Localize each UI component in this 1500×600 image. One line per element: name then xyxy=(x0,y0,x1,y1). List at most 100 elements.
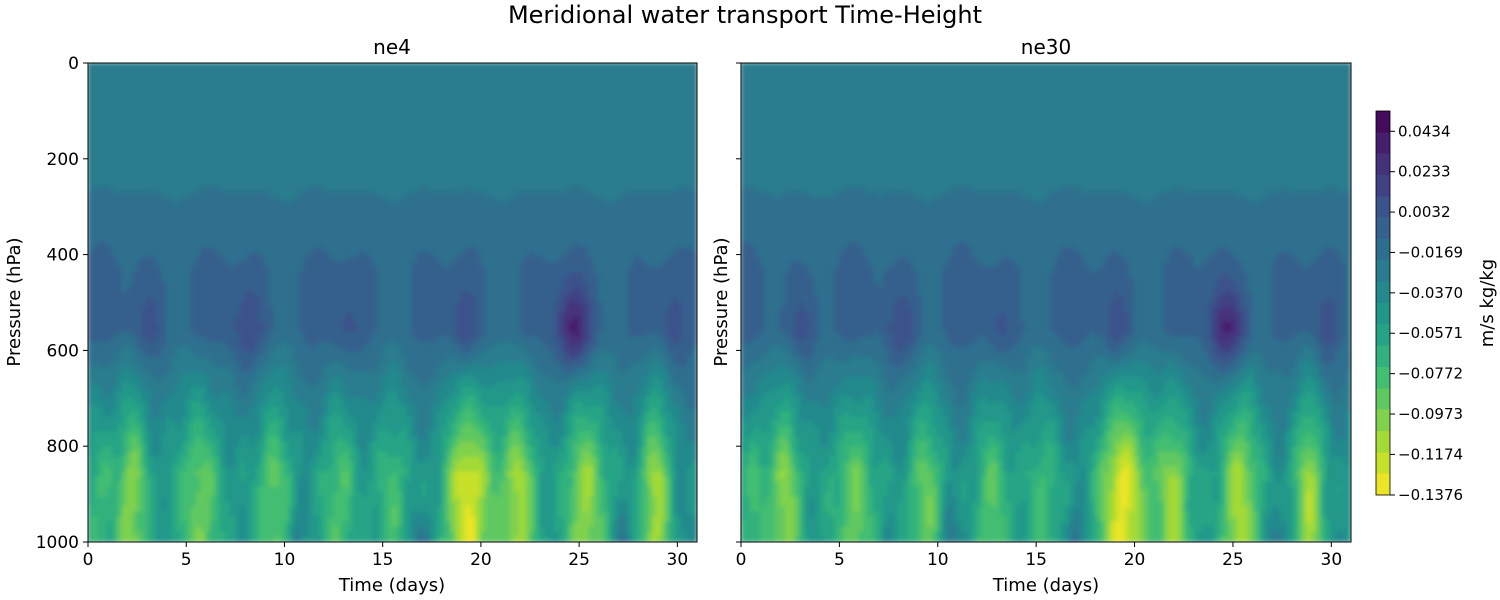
heatmap-cell xyxy=(475,177,482,184)
heatmap-cell xyxy=(436,152,443,159)
heatmap-cell xyxy=(367,142,374,149)
heatmap-cell xyxy=(426,112,433,119)
heatmap-cell xyxy=(603,92,610,99)
heatmap-cell xyxy=(215,63,222,69)
heatmap-cell xyxy=(249,77,256,84)
heatmap-cell xyxy=(593,132,600,139)
heatmap-cell xyxy=(549,87,556,94)
heatmap-cell xyxy=(578,167,585,174)
heatmap-cell xyxy=(357,63,364,69)
heatmap-cell xyxy=(269,72,276,79)
heatmap-cell xyxy=(278,92,286,99)
heatmap-cell xyxy=(431,72,438,79)
heatmap-cell xyxy=(372,137,379,144)
heatmap-cell xyxy=(293,137,300,144)
heatmap-cell xyxy=(524,177,531,184)
heatmap-cell xyxy=(495,157,502,164)
heatmap-cell xyxy=(367,112,374,119)
heatmap-cell xyxy=(666,82,674,89)
heatmap-cell xyxy=(608,102,615,109)
heatmap-cell xyxy=(504,137,511,144)
heatmap-cell xyxy=(588,172,595,179)
heatmap-cell xyxy=(141,107,148,114)
heatmap-cell xyxy=(151,92,158,99)
heatmap-cell xyxy=(686,177,693,184)
heatmap-cell xyxy=(539,162,546,169)
heatmap-cell xyxy=(647,97,654,104)
heatmap-cell xyxy=(632,132,639,139)
heatmap-cell xyxy=(224,72,232,79)
heatmap-cell xyxy=(666,127,674,134)
heatmap-cell xyxy=(367,132,374,139)
heatmap-cell xyxy=(269,162,276,169)
heatmap-cell xyxy=(229,117,236,124)
heatmap-cell xyxy=(485,107,492,114)
heatmap-cell xyxy=(455,167,462,174)
heatmap-cell xyxy=(278,122,286,129)
heatmap-cell xyxy=(323,87,330,94)
heatmap-cell xyxy=(190,107,197,114)
heatmap-cell xyxy=(391,182,399,189)
heatmap-cell xyxy=(391,92,399,99)
heatmap-cell xyxy=(524,102,531,109)
heatmap-cell xyxy=(180,97,187,104)
heatmap-cell xyxy=(190,197,197,204)
heatmap-cell xyxy=(357,157,364,164)
heatmap-cell xyxy=(278,162,286,169)
heatmap-cell xyxy=(318,67,325,74)
heatmap-cell xyxy=(195,137,202,144)
heatmap-cell xyxy=(200,187,207,194)
heatmap-cell xyxy=(588,102,595,109)
heatmap-cell xyxy=(499,177,507,184)
heatmap-cell xyxy=(146,127,153,134)
heatmap-cell xyxy=(161,187,168,194)
heatmap-cell xyxy=(391,112,399,119)
heatmap-cell xyxy=(161,162,168,169)
heatmap-cell xyxy=(652,167,659,174)
heatmap-cell xyxy=(382,192,389,199)
heatmap-cell xyxy=(671,63,678,69)
heatmap-cell xyxy=(92,137,99,144)
heatmap-cell xyxy=(337,152,344,159)
heatmap-cell xyxy=(180,127,187,134)
heatmap-cell xyxy=(274,187,281,194)
heatmap-cell xyxy=(175,152,182,159)
heatmap-cell xyxy=(436,187,443,194)
heatmap-cell xyxy=(97,107,104,114)
heatmap-cell xyxy=(318,142,325,149)
heatmap-cell xyxy=(657,147,664,154)
figure-title: Meridional water transport Time-Height xyxy=(508,1,982,29)
heatmap-cell xyxy=(165,197,173,204)
heatmap-cell xyxy=(681,102,688,109)
heatmap-cell xyxy=(156,77,163,84)
heatmap-cell xyxy=(499,92,507,99)
heatmap-cell xyxy=(529,82,536,89)
heatmap-cell xyxy=(288,192,295,199)
heatmap-cell xyxy=(612,117,620,124)
heatmap-cell xyxy=(681,77,688,84)
heatmap-cell xyxy=(308,197,315,204)
heatmap-cell xyxy=(362,182,369,189)
heatmap-cell xyxy=(563,182,570,189)
heatmap-cell xyxy=(549,77,556,84)
heatmap-cell xyxy=(534,117,541,124)
heatmap-cell xyxy=(514,107,521,114)
heatmap-cell xyxy=(573,67,580,74)
heatmap-cell xyxy=(170,182,177,189)
heatmap-cell xyxy=(165,167,173,174)
heatmap-cell xyxy=(436,67,443,74)
heatmap-cell xyxy=(416,152,423,159)
heatmap-cell xyxy=(308,187,315,194)
heatmap-cell xyxy=(200,107,207,114)
heatmap-cell xyxy=(426,97,433,104)
heatmap-cell xyxy=(691,132,697,139)
heatmap-cell xyxy=(126,72,133,79)
heatmap-cell xyxy=(220,162,227,169)
heatmap-cell xyxy=(195,147,202,154)
heatmap-cell xyxy=(495,92,502,99)
heatmap-cell xyxy=(185,142,192,149)
heatmap-cell xyxy=(416,192,423,199)
heatmap-cell xyxy=(480,132,487,139)
heatmap-cell xyxy=(495,67,502,74)
heatmap-cell xyxy=(107,187,114,194)
